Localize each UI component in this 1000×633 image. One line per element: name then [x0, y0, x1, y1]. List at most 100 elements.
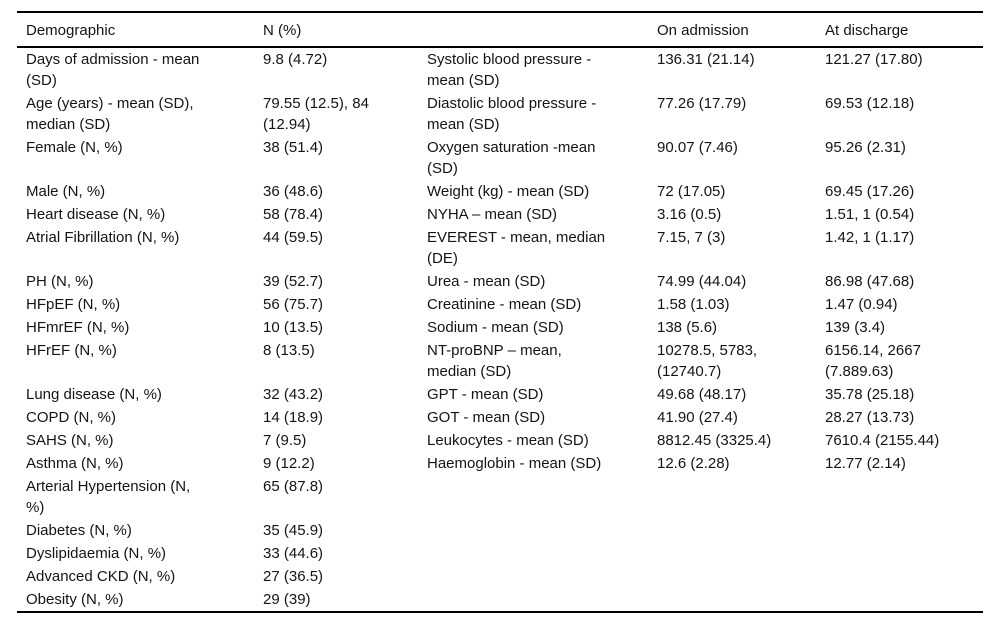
cell-n-percent-value: 29 (39): [263, 591, 311, 608]
demographics-table: Demographic N (%) On admission At discha…: [17, 11, 983, 613]
header-row: Demographic N (%) On admission At discha…: [17, 12, 983, 48]
col-header-on-admission: On admission: [657, 12, 825, 48]
cell-at-discharge-value: 139 (3.4): [825, 319, 886, 336]
cell-measure-label: Oxygen saturation -mean (SD): [427, 139, 596, 177]
cell-measure-label: Weight (kg) - mean (SD): [427, 183, 590, 200]
table-row: Heart disease (N, %) 58 (78.4) NYHA – me…: [17, 203, 983, 226]
cell-at-discharge-value: 69.45 (17.26): [825, 183, 915, 200]
cell-at-discharge-value: 69.53 (12.18): [825, 95, 915, 112]
cell-at-discharge-value: 6156.14, 2667 (7.889.63): [825, 342, 921, 380]
cell-on-admission-value: 136.31 (21.14): [657, 51, 755, 68]
cell-on-admission-value: [657, 475, 825, 519]
cell-measure-label: Systolic blood pressure - mean (SD): [427, 51, 592, 89]
cell-demographic-label: PH (N, %): [26, 273, 94, 290]
cell-n-percent-value: 9.8 (4.72): [263, 51, 328, 68]
cell-at-discharge-value: [825, 542, 983, 565]
cell-measure-label: NT-proBNP – mean, median (SD): [427, 342, 562, 380]
cell-n-percent-value: 27 (36.5): [263, 568, 324, 585]
cell-on-admission-value: 41.90 (27.4): [657, 409, 738, 426]
cell-demographic-label: Obesity (N, %): [26, 591, 124, 608]
cell-demographic-label: Days of admission - mean (SD): [26, 51, 200, 89]
cell-measure-label: GPT - mean (SD): [427, 386, 544, 403]
cell-at-discharge-value: 1.51, 1 (0.54): [825, 206, 915, 223]
cell-demographic-label: Arterial Hypertension (N, %): [26, 478, 191, 516]
cell-on-admission-value: 72 (17.05): [657, 183, 726, 200]
table-header: Demographic N (%) On admission At discha…: [17, 12, 983, 48]
table-row: HFrEF (N, %) 8 (13.5) NT-proBNP – mean, …: [17, 339, 983, 383]
cell-on-admission-value: 90.07 (7.46): [657, 139, 738, 156]
cell-measure-label: Sodium - mean (SD): [427, 319, 564, 336]
cell-on-admission-value: [657, 542, 825, 565]
cell-n-percent-value: 79.55 (12.5), 84 (12.94): [263, 95, 369, 133]
cell-demographic-label: Age (years) - mean (SD), median (SD): [26, 95, 194, 133]
table-row: Obesity (N, %) 29 (39): [17, 588, 983, 612]
cell-at-discharge-value: 121.27 (17.80): [825, 51, 923, 68]
cell-demographic-label: Diabetes (N, %): [26, 522, 132, 539]
cell-n-percent-value: 58 (78.4): [263, 206, 324, 223]
table-row: Advanced CKD (N, %) 27 (36.5): [17, 565, 983, 588]
cell-n-percent-value: 39 (52.7): [263, 273, 324, 290]
cell-demographic-label: COPD (N, %): [26, 409, 116, 426]
cell-n-percent-value: 65 (87.8): [263, 478, 324, 495]
cell-demographic-label: Advanced CKD (N, %): [26, 568, 176, 585]
cell-on-admission-value: [657, 565, 825, 588]
cell-demographic-label: HFpEF (N, %): [26, 296, 121, 313]
cell-on-admission-value: 138 (5.6): [657, 319, 718, 336]
cell-measure-label: [427, 542, 657, 565]
cell-measure-label: Creatinine - mean (SD): [427, 296, 582, 313]
table-row: Male (N, %) 36 (48.6) Weight (kg) - mean…: [17, 180, 983, 203]
cell-on-admission-value: 12.6 (2.28): [657, 455, 730, 472]
cell-demographic-label: Female (N, %): [26, 139, 123, 156]
table-row: Atrial Fibrillation (N, %) 44 (59.5) EVE…: [17, 226, 983, 270]
cell-demographic-label: Lung disease (N, %): [26, 386, 162, 403]
table-row: SAHS (N, %) 7 (9.5) Leukocytes - mean (S…: [17, 429, 983, 452]
cell-at-discharge-value: [825, 565, 983, 588]
cell-measure-label: [427, 519, 657, 542]
table-row: PH (N, %) 39 (52.7) Urea - mean (SD) 74.…: [17, 270, 983, 293]
cell-at-discharge-value: [825, 475, 983, 519]
table-row: Asthma (N, %) 9 (12.2) Haemoglobin - mea…: [17, 452, 983, 475]
cell-n-percent-value: 10 (13.5): [263, 319, 324, 336]
col-header-n-percent: N (%): [263, 12, 427, 48]
cell-measure-label: Haemoglobin - mean (SD): [427, 455, 602, 472]
cell-on-admission-value: 1.58 (1.03): [657, 296, 730, 313]
table-row: Arterial Hypertension (N, %) 65 (87.8): [17, 475, 983, 519]
cell-demographic-label: Heart disease (N, %): [26, 206, 166, 223]
cell-measure-label: NYHA – mean (SD): [427, 206, 558, 223]
cell-n-percent-value: 44 (59.5): [263, 229, 324, 246]
table-row: Age (years) - mean (SD), median (SD) 79.…: [17, 92, 983, 136]
cell-measure-label: EVEREST - mean, median (DE): [427, 229, 606, 267]
table-row: HFpEF (N, %) 56 (75.7) Creatinine - mean…: [17, 293, 983, 316]
cell-at-discharge-value: 12.77 (2.14): [825, 455, 906, 472]
cell-on-admission-value: 74.99 (44.04): [657, 273, 747, 290]
col-header-blank: [427, 12, 657, 48]
cell-measure-label: [427, 565, 657, 588]
cell-on-admission-value: [657, 519, 825, 542]
cell-on-admission-value: 49.68 (48.17): [657, 386, 747, 403]
cell-measure-label: Diastolic blood pressure - mean (SD): [427, 95, 597, 133]
cell-on-admission-value: 3.16 (0.5): [657, 206, 722, 223]
cell-at-discharge-value: 7610.4 (2155.44): [825, 432, 940, 449]
cell-n-percent-value: 38 (51.4): [263, 139, 324, 156]
cell-at-discharge-value: 35.78 (25.18): [825, 386, 915, 403]
cell-demographic-label: Atrial Fibrillation (N, %): [26, 229, 180, 246]
cell-n-percent-value: 32 (43.2): [263, 386, 324, 403]
table-body: Days of admission - mean (SD) 9.8 (4.72)…: [17, 47, 983, 612]
cell-n-percent-value: 35 (45.9): [263, 522, 324, 539]
cell-measure-label: GOT - mean (SD): [427, 409, 546, 426]
cell-n-percent-value: 56 (75.7): [263, 296, 324, 313]
cell-at-discharge-value: 1.42, 1 (1.17): [825, 229, 915, 246]
cell-at-discharge-value: 86.98 (47.68): [825, 273, 915, 290]
table-row: HFmrEF (N, %) 10 (13.5) Sodium - mean (S…: [17, 316, 983, 339]
cell-on-admission-value: 8812.45 (3325.4): [657, 432, 772, 449]
cell-at-discharge-value: [825, 588, 983, 612]
cell-demographic-label: Male (N, %): [26, 183, 106, 200]
cell-measure-label: [427, 588, 657, 612]
cell-measure-label: [427, 475, 657, 519]
cell-n-percent-value: 9 (12.2): [263, 455, 315, 472]
table-row: COPD (N, %) 14 (18.9) GOT - mean (SD) 41…: [17, 406, 983, 429]
cell-on-admission-value: 7.15, 7 (3): [657, 229, 726, 246]
col-header-at-discharge: At discharge: [825, 12, 983, 48]
cell-demographic-label: HFrEF (N, %): [26, 342, 117, 359]
